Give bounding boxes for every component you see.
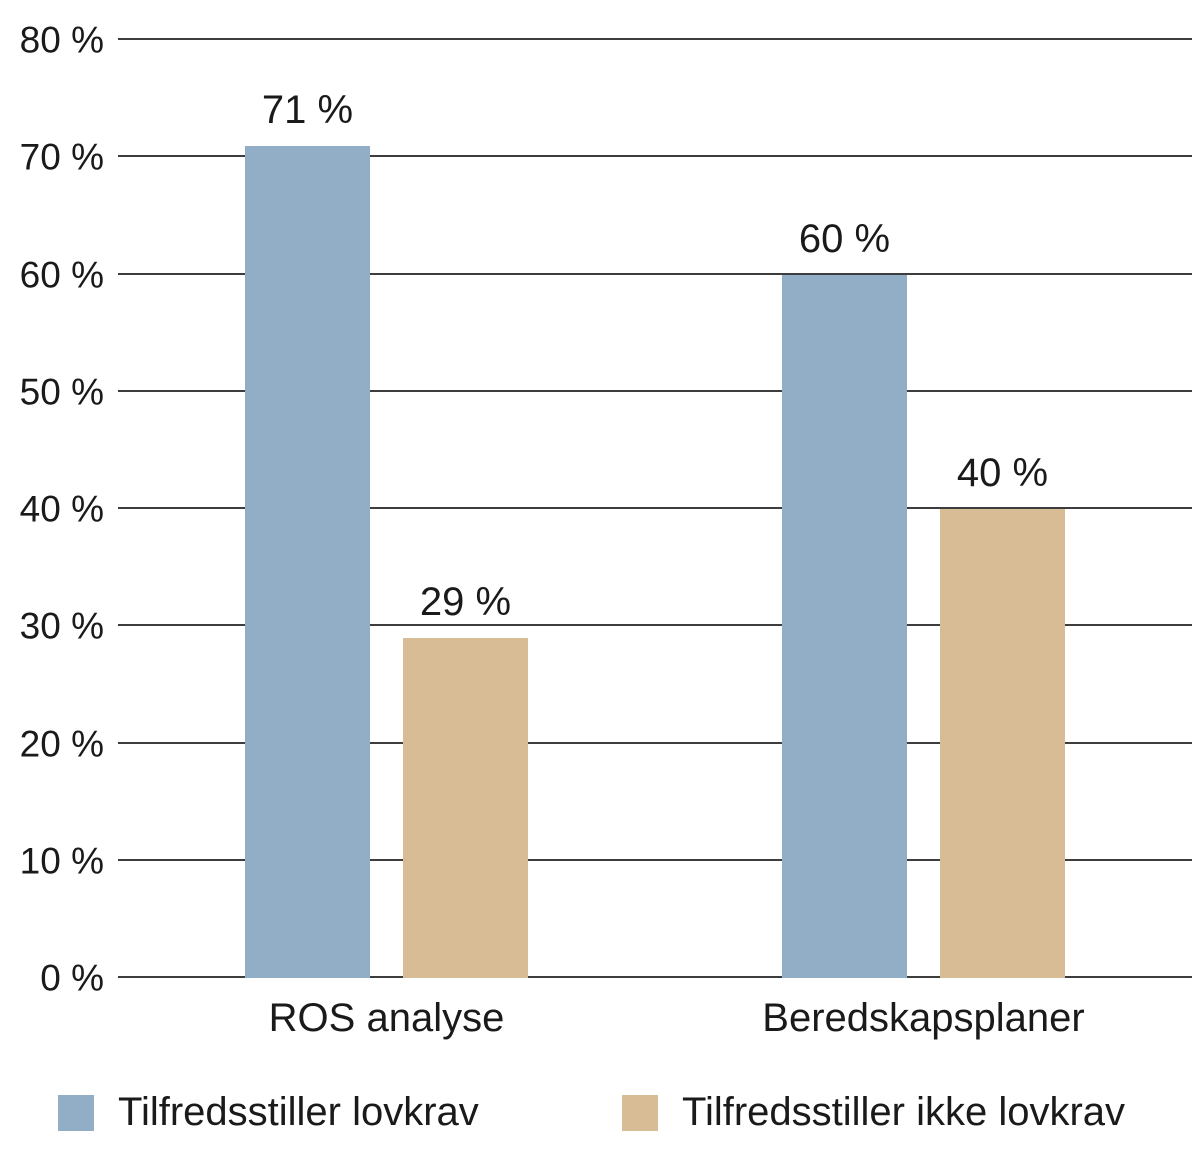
gridline	[118, 38, 1192, 40]
gridline	[118, 624, 1192, 627]
y-tick-label: 0 %	[40, 957, 104, 999]
bar-ikke-lovkrav: 40 %	[940, 453, 1065, 978]
legend-label: Tilfredsstiller lovkrav	[118, 1090, 479, 1134]
y-tick-label: 60 %	[19, 254, 104, 295]
y-tick-label: 70 %	[19, 136, 104, 178]
bar-group: 71 % 29 %	[118, 40, 655, 978]
gridline	[118, 272, 1192, 275]
y-axis: 0 % 10 % 20 % 30 % 40 % 50 % 60 % 70 % 80 %	[0, 22, 104, 997]
bar-value-label: 71 %	[261, 87, 354, 132]
legend: Tilfredsstiller lovkrav Tilfredsstiller i…	[0, 1092, 1200, 1142]
bar-value-label: 60 %	[798, 216, 891, 261]
bar-groups: 71 % 29 % 60 % 40 %	[118, 40, 1192, 978]
gridline	[118, 507, 1192, 509]
legend-item: Tilfredsstiller ikke lovkrav	[622, 1092, 1125, 1132]
category-label: Beredskapsplaner	[762, 996, 1085, 1040]
bar-lovkrav: 71 %	[245, 90, 370, 978]
bar-ikke-lovkrav: 29 %	[403, 582, 528, 978]
bar-value-label: 29 %	[419, 579, 512, 624]
gridline	[118, 155, 1192, 158]
y-tick-label: 50 %	[19, 371, 104, 413]
legend-swatch-icon	[622, 1095, 658, 1131]
bar-value-label: 40 %	[956, 451, 1049, 495]
y-tick-label: 30 %	[19, 605, 104, 647]
gridline	[118, 976, 1192, 978]
bar-group: 60 % 40 %	[655, 40, 1192, 978]
legend-item: Tilfredsstiller lovkrav	[58, 1092, 479, 1132]
plot-area: 71 % 29 % 60 % 40 %	[118, 38, 1192, 978]
x-axis-labels: ROS analyse Beredskapsplaner	[118, 996, 1192, 1040]
y-tick-label: 20 %	[19, 723, 104, 764]
gridline	[118, 741, 1192, 744]
legend-swatch-icon	[58, 1095, 94, 1131]
legend-label: Tilfredsstiller ikke lovkrav	[682, 1090, 1126, 1134]
gridline	[118, 858, 1192, 861]
y-tick-label: 40 %	[19, 488, 104, 530]
y-tick-label: 80 %	[19, 19, 104, 61]
gridline	[118, 389, 1192, 392]
bar-lovkrav: 60 %	[782, 219, 907, 978]
category-label: ROS analyse	[268, 996, 505, 1040]
y-tick-label: 10 %	[19, 840, 104, 882]
